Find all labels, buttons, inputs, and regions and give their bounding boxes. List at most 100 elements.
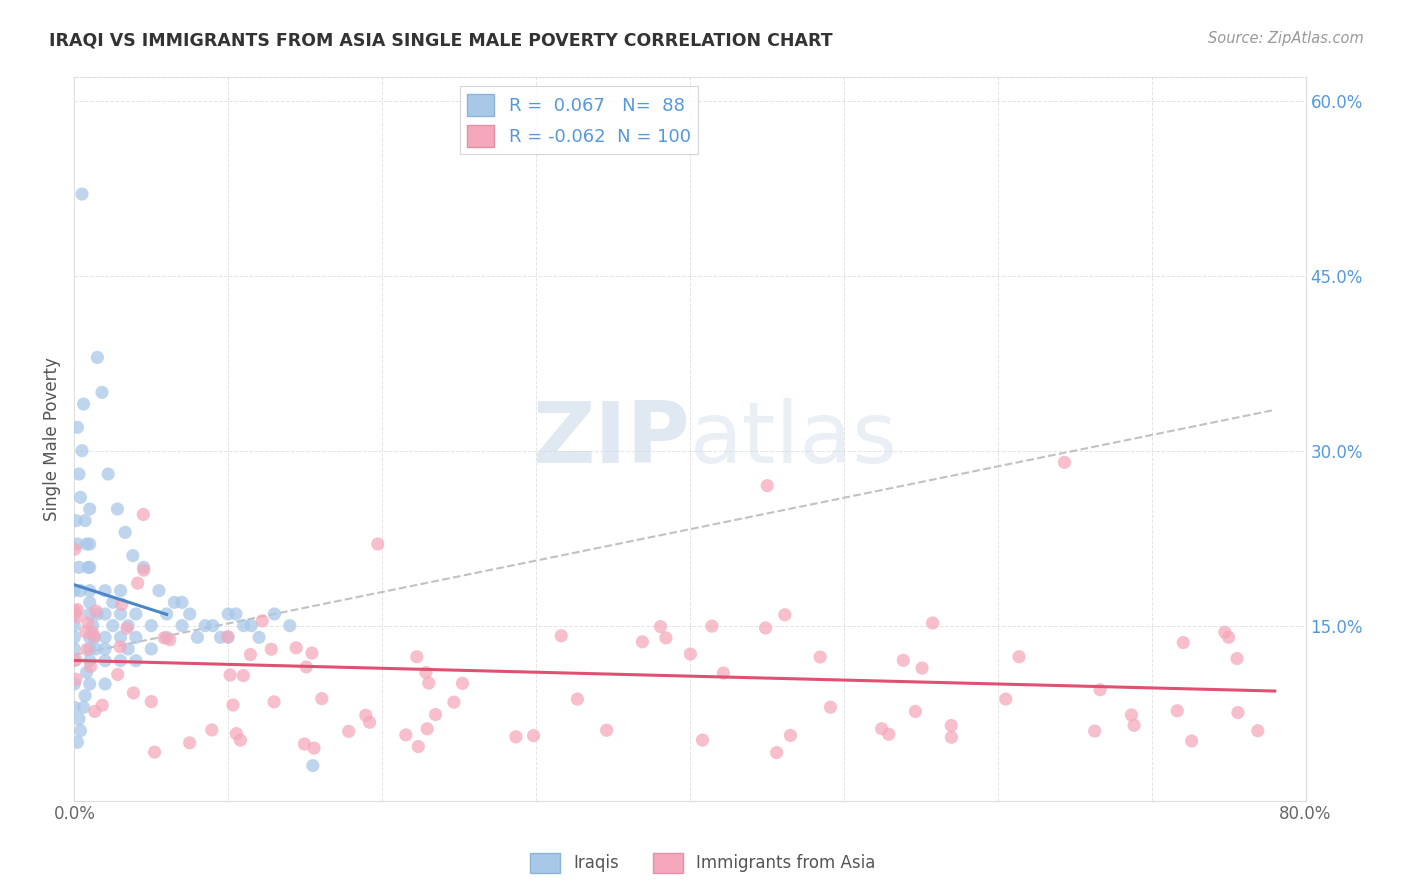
Point: [79, 677, 101, 691]
Point: [107, 667, 129, 681]
Point: [302, 741, 325, 756]
Point: [72, 397, 94, 411]
Point: [354, 708, 377, 723]
Point: [302, 758, 325, 772]
Point: [692, 733, 714, 747]
Point: [1181, 734, 1204, 748]
Point: [76, 642, 98, 657]
Point: [66, 537, 89, 551]
Point: [75, 689, 97, 703]
Point: [70, 443, 93, 458]
Point: [69, 583, 91, 598]
Point: [79, 560, 101, 574]
Point: [132, 508, 155, 522]
Point: [877, 727, 900, 741]
Point: [72, 700, 94, 714]
Point: [367, 537, 389, 551]
Point: [79, 630, 101, 644]
Point: [263, 695, 285, 709]
Point: [550, 629, 572, 643]
Point: [294, 737, 316, 751]
Point: [110, 654, 132, 668]
Point: [65, 672, 87, 686]
Text: Source: ZipAtlas.com: Source: ZipAtlas.com: [1208, 31, 1364, 46]
Point: [66, 610, 89, 624]
Point: [65, 514, 87, 528]
Point: [70, 187, 93, 202]
Point: [416, 722, 439, 736]
Text: IRAQI VS IMMIGRANTS FROM ASIA SINGLE MALE POVERTY CORRELATION CHART: IRAQI VS IMMIGRANTS FROM ASIA SINGLE MAL…: [49, 31, 832, 49]
Point: [567, 692, 589, 706]
Point: [278, 618, 301, 632]
Point: [148, 583, 170, 598]
Point: [84, 604, 107, 618]
Point: [83, 629, 105, 643]
Point: [79, 654, 101, 668]
Point: [921, 615, 943, 630]
Point: [170, 595, 193, 609]
Text: ZIP: ZIP: [531, 398, 690, 481]
Point: [194, 618, 217, 632]
Point: [91, 698, 114, 713]
Point: [82, 618, 104, 632]
Point: [143, 745, 166, 759]
Point: [941, 730, 963, 744]
Point: [217, 607, 239, 621]
Point: [76, 665, 98, 680]
Point: [97, 467, 120, 481]
Point: [415, 665, 437, 680]
Point: [1088, 682, 1111, 697]
Point: [1226, 706, 1249, 720]
Point: [101, 618, 124, 632]
Point: [108, 640, 131, 654]
Point: [75, 625, 97, 640]
Point: [405, 649, 427, 664]
Point: [505, 730, 527, 744]
Point: [125, 607, 148, 621]
Point: [121, 549, 143, 563]
Point: [179, 736, 201, 750]
Y-axis label: Single Male Poverty: Single Male Poverty: [44, 357, 60, 521]
Point: [1218, 630, 1240, 644]
Point: [163, 595, 186, 609]
Point: [80, 625, 103, 640]
Point: [713, 666, 735, 681]
Point: [91, 385, 114, 400]
Point: [1123, 718, 1146, 732]
Point: [250, 614, 273, 628]
Point: [156, 607, 179, 621]
Point: [75, 514, 97, 528]
Point: [209, 630, 232, 644]
Point: [83, 630, 105, 644]
Point: [66, 735, 89, 749]
Point: [94, 607, 117, 621]
Point: [201, 723, 224, 737]
Point: [295, 660, 318, 674]
Point: [395, 728, 418, 742]
Point: [110, 630, 132, 644]
Point: [63, 583, 86, 598]
Point: [406, 739, 429, 754]
Point: [110, 607, 132, 621]
Point: [63, 630, 86, 644]
Point: [63, 654, 86, 668]
Point: [79, 583, 101, 598]
Legend: Iraqis, Immigrants from Asia: Iraqis, Immigrants from Asia: [524, 847, 882, 880]
Point: [65, 653, 87, 667]
Point: [63, 618, 86, 632]
Point: [754, 621, 776, 635]
Point: [232, 618, 254, 632]
Point: [141, 695, 163, 709]
Point: [63, 677, 86, 691]
Point: [77, 615, 100, 630]
Point: [232, 668, 254, 682]
Point: [111, 598, 134, 612]
Point: [301, 646, 323, 660]
Point: [156, 630, 179, 644]
Point: [425, 707, 447, 722]
Point: [67, 712, 90, 726]
Point: [870, 722, 893, 736]
Point: [941, 718, 963, 732]
Point: [79, 595, 101, 609]
Text: atlas: atlas: [690, 398, 898, 481]
